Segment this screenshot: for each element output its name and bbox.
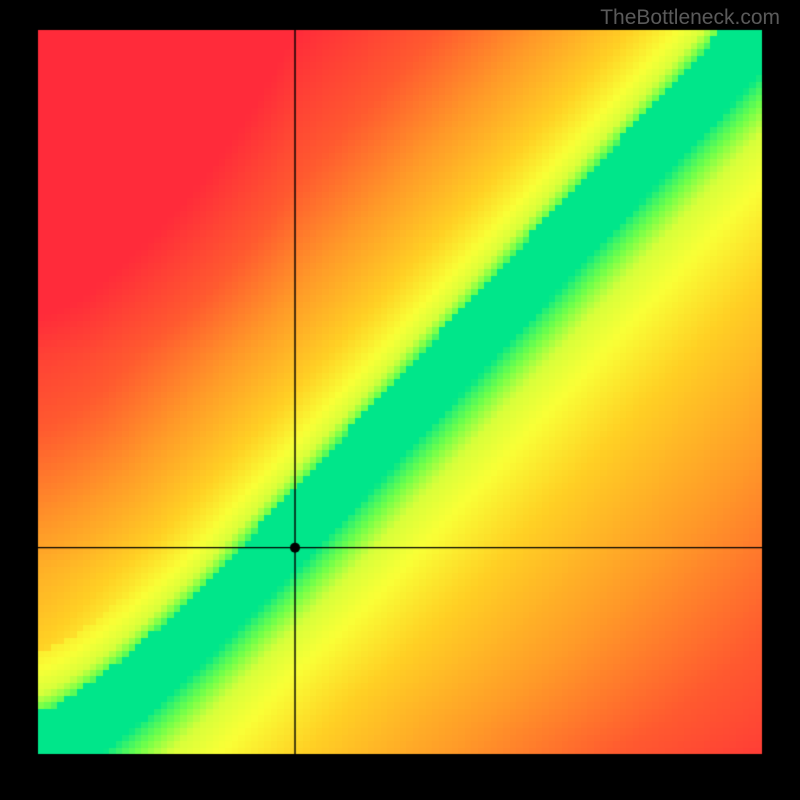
watermark-text: TheBottleneck.com (600, 6, 780, 30)
chart-container: TheBottleneck.com (0, 0, 800, 800)
bottleneck-heatmap (0, 0, 800, 800)
